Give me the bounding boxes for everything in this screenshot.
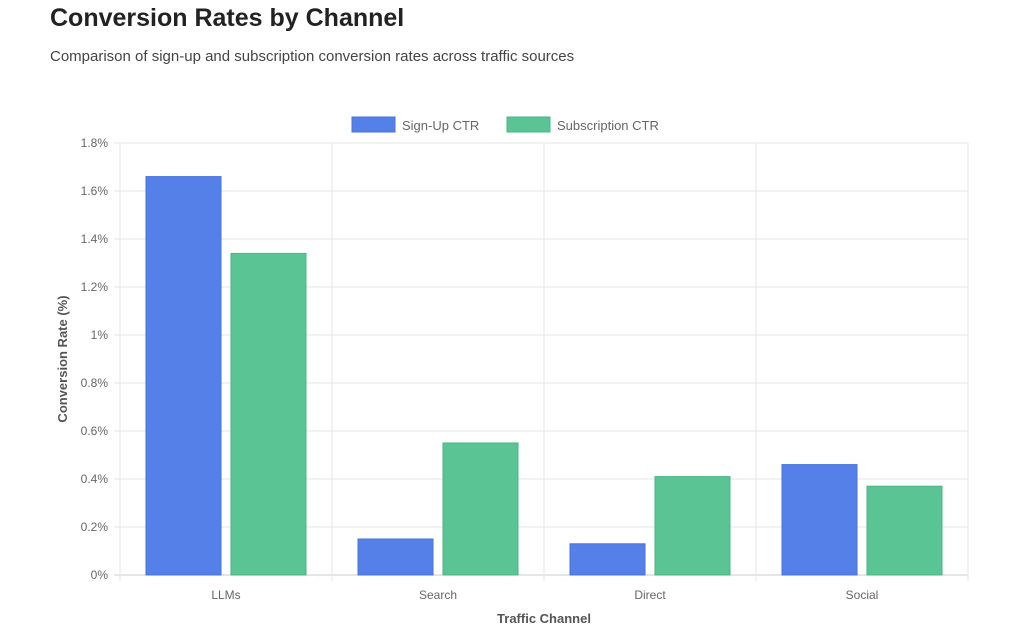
bar-subscription-ctrsocial	[866, 485, 943, 576]
y-tick-label: 1.4%	[81, 232, 109, 246]
y-tick-label: 0.6%	[81, 424, 109, 438]
legend-label: Subscription CTR	[557, 118, 659, 133]
y-tick-label: 0.8%	[81, 376, 109, 390]
legend-swatch	[506, 116, 551, 133]
legend-swatch	[351, 116, 396, 133]
bar-sign-up-ctrsocial	[781, 464, 858, 576]
bar-subscription-ctrllms	[230, 252, 307, 576]
y-tick-label: 0%	[91, 568, 109, 582]
y-tick-label: 0.2%	[81, 520, 109, 534]
x-tick-label: Search	[419, 588, 457, 602]
chart-subtitle: Comparison of sign-up and subscription c…	[50, 48, 575, 65]
x-axis-title: Traffic Channel	[497, 611, 591, 626]
y-axis-title: Conversion Rate (%)	[55, 295, 70, 422]
x-tick-label: Direct	[634, 588, 666, 602]
y-tick-label: 1%	[91, 328, 109, 342]
y-tick-label: 1.6%	[81, 184, 109, 198]
bar-subscription-ctrsearch	[442, 442, 519, 576]
y-tick-label: 1.8%	[81, 136, 109, 150]
bar-subscription-ctrdirect	[654, 476, 731, 576]
y-tick-label: 1.2%	[81, 280, 109, 294]
x-tick-label: Social	[846, 588, 879, 602]
chart-title: Conversion Rates by Channel	[50, 4, 405, 32]
bar-sign-up-ctrsearch	[357, 538, 434, 576]
legend-label: Sign-Up CTR	[402, 118, 479, 133]
bar-sign-up-ctrllms	[145, 176, 222, 576]
x-tick-label: LLMs	[211, 588, 240, 602]
bar-sign-up-ctrdirect	[569, 543, 646, 576]
y-tick-label: 0.4%	[81, 472, 109, 486]
